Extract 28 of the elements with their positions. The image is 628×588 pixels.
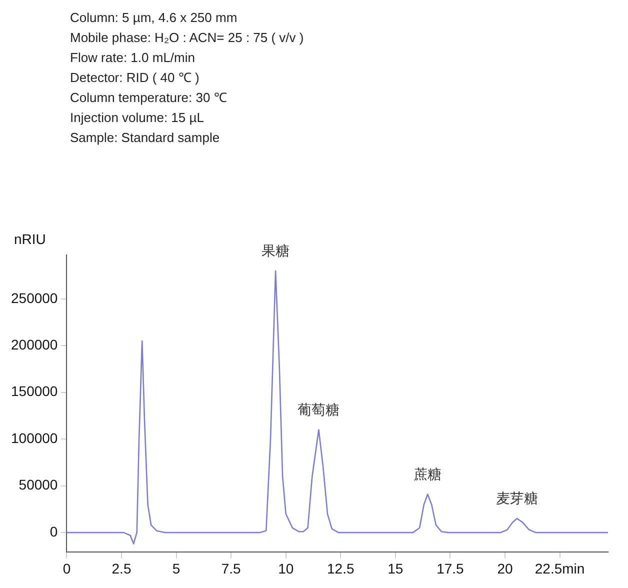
annotation: 蔗糖 <box>414 466 442 483</box>
x-tick-label: 15 <box>388 560 404 576</box>
text: Column: 5 µm, 4.6 x 250 mm <box>70 9 238 27</box>
x-tick-label: 0 <box>62 560 71 576</box>
x-tick-label: 2.5 <box>112 560 132 576</box>
x-tick-label: 17.5 <box>436 560 464 576</box>
y-tick-label: 100000 <box>11 430 58 446</box>
x-tick-label: 22.5min <box>534 560 585 576</box>
x-tick-label: 12.5 <box>327 560 354 576</box>
annotation: 葡萄糖 <box>298 402 340 418</box>
text: Sample: Standard sample <box>70 129 221 147</box>
text: Detector: RID ( 40 ℃ ) <box>70 69 200 87</box>
annotation: 果糖 <box>262 244 290 260</box>
x-tick-label: 7.5 <box>221 560 242 576</box>
x-tick-label: 20 <box>497 560 513 576</box>
y-tick-label: 200000 <box>11 336 58 353</box>
text: Flow rate: 1.0 mL/min <box>70 49 196 67</box>
text: Injection volume: 15 µL <box>70 109 205 127</box>
x-tick-label: 5 <box>172 560 180 576</box>
y-axis-title: nRIU <box>14 230 46 247</box>
text: Mobile phase: H₂O : ACN= 25 : 75 ( v/v ) <box>70 29 304 47</box>
x-tick-label: 10 <box>278 560 294 576</box>
text: Column temperature: 30 ℃ <box>70 89 228 107</box>
y-tick-label: 50000 <box>18 476 58 493</box>
y-tick-label: 250000 <box>11 290 58 306</box>
y-tick-label: 150000 <box>11 383 58 400</box>
annotation: 麦芽糖 <box>496 491 538 508</box>
y-tick-label: 0 <box>50 523 58 540</box>
